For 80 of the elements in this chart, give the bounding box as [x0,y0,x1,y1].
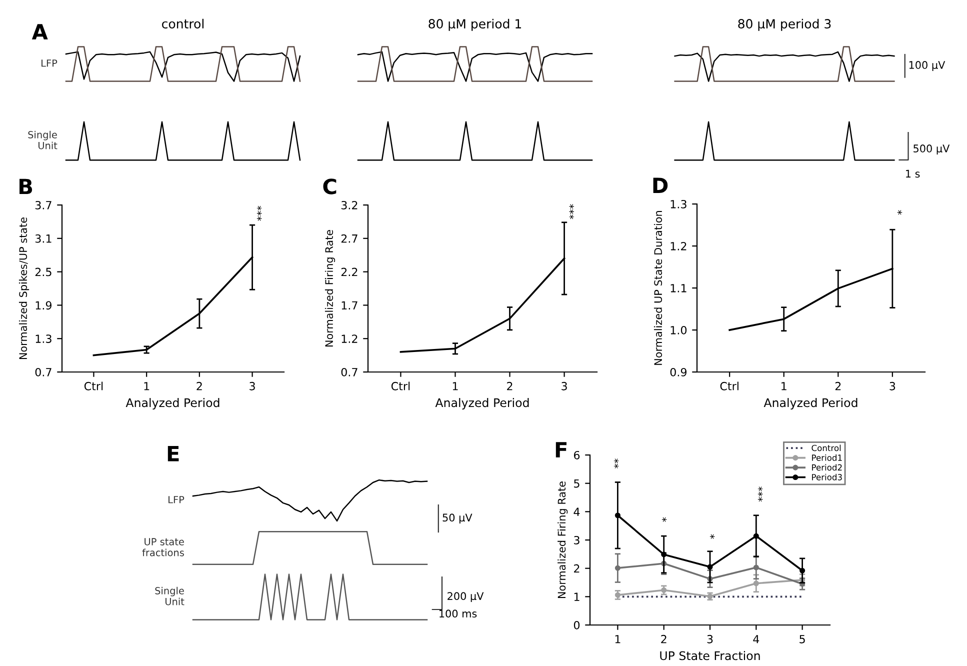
chart-title: 80 µM period 1 [428,18,522,31]
y-tick-label: 3.1 [35,234,52,243]
x-tick-label: 5 [800,635,805,644]
y-axis-title: Normalized Firing Rate [324,230,336,347]
x-tick-label: 3 [562,382,567,390]
y-tick-label: 1.7 [342,301,358,310]
annotation: *** [569,204,574,220]
x-tick-label: 3 [707,634,713,644]
text: 50 µV [442,514,472,524]
annotation: * [897,210,902,215]
y-tick-label: 2.2 [341,268,358,276]
x-axis-title: UP State Fraction [660,651,760,660]
legend-label: Period3 [812,474,842,480]
text: E [168,446,179,462]
text: 1 s [906,170,920,178]
x-tick-label: 3 [250,382,255,390]
y-tick-label: 1.3 [670,200,686,208]
x-tick-label: 2 [661,634,666,644]
text: 100 ms [440,610,477,618]
x-tick-label: Ctrl [84,382,103,390]
x-axis-title: Analyzed Period [435,398,529,410]
x-tick-label: 1 [144,382,150,390]
y-axis-title: UP state fractions [142,538,184,556]
x-tick-label: Ctrl [720,382,738,390]
annotation: *** [758,486,763,502]
y-tick-label: 1.9 [36,301,52,310]
annotation: ** [614,458,619,468]
y-tick-label: 2 [574,564,580,573]
text: 100 µV [909,61,946,71]
chart-title: 80 µM period 3 [738,18,831,31]
x-tick-label: 2 [835,382,841,390]
annotation: * [710,534,715,539]
y-tick-label: 5 [574,479,580,488]
x-tick-label: Ctrl [391,382,410,390]
x-tick-label: 1 [452,382,458,390]
annotation: *** [256,206,262,221]
y-tick-label: 1.0 [670,326,687,334]
text: F [556,442,566,458]
legend-label: Period2 [812,464,842,471]
y-tick-label: 1.2 [670,242,686,250]
text: B [20,178,32,194]
y-tick-label: 1.2 [342,334,358,343]
x-tick-label: 2 [196,382,202,390]
y-tick-label: 1.3 [36,334,52,343]
y-tick-label: 0.9 [670,368,686,376]
text: 500 µV [914,144,950,154]
y-tick-label: 2.7 [341,234,358,243]
chart-title: control [162,18,204,29]
y-axis-title: LFP [42,60,58,67]
y-tick-label: 0.7 [341,368,358,376]
y-tick-label: 4 [574,508,580,516]
text: A [32,24,48,40]
y-axis-title: Normalized UP State Duration [654,211,662,365]
y-axis-title: Single Unit [155,586,184,606]
y-axis-title: Normalized Firing Rate [558,482,568,598]
x-tick-label: 3 [890,382,896,390]
y-axis-title: Single Unit [28,130,58,150]
x-axis-title: Analyzed Period [764,398,858,410]
y-tick-label: 1 [574,592,580,601]
y-tick-label: 3 [574,536,580,544]
y-tick-label: 3.7 [35,200,52,210]
x-tick-label: 1 [782,382,786,390]
x-tick-label: 4 [753,635,760,644]
y-tick-label: 6 [574,450,580,460]
y-axis-title: LFP [168,496,184,504]
text: 200 µV [448,592,484,602]
x-tick-label: 2 [507,382,512,390]
y-axis-title: Normalized Spikes/UP state [18,218,30,360]
legend-label: Control [812,444,841,452]
text: C [323,178,336,194]
y-tick-label: 2.5 [35,268,52,276]
y-tick-label: 0 [574,620,580,630]
annotation: * [662,517,667,522]
y-tick-label: 3.2 [341,200,358,210]
x-tick-label: 1 [615,635,620,644]
text: D [653,178,668,193]
legend-label: Period1 [812,454,842,461]
y-tick-label: 0.7 [35,368,52,376]
x-axis-title: Analyzed Period [126,398,220,410]
y-tick-label: 1.1 [670,284,686,292]
